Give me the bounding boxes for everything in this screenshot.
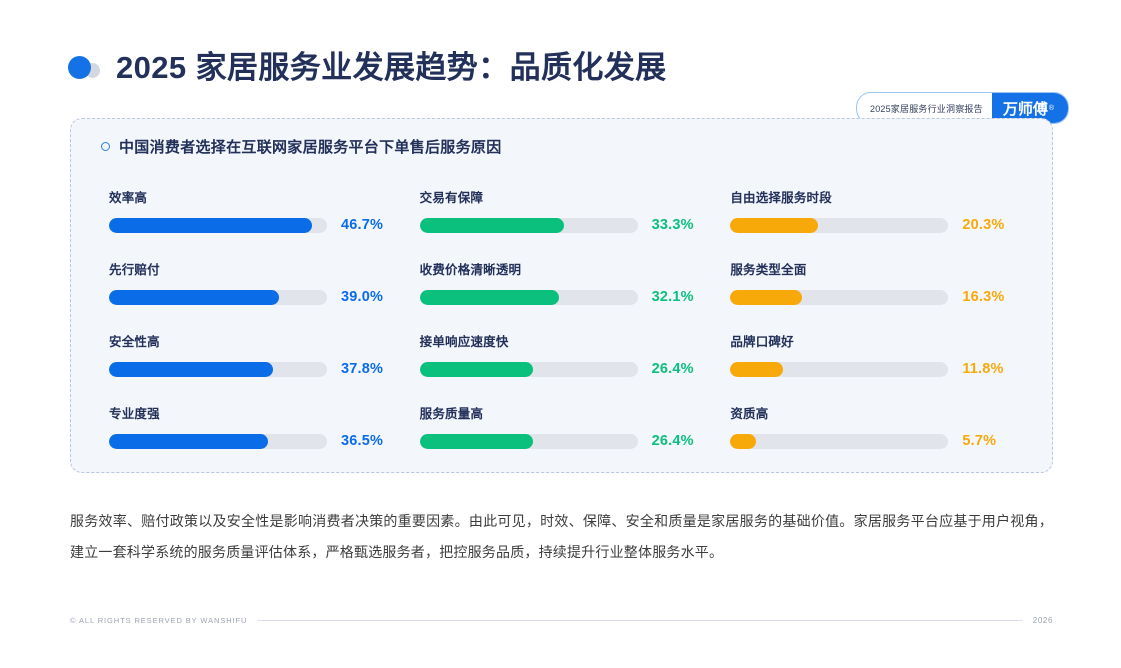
bar-value: 37.8%: [341, 361, 384, 377]
bar-value: 36.5%: [341, 433, 384, 449]
bar-track: [109, 217, 327, 233]
bar-track: [419, 433, 638, 449]
page-title: 2025 家居服务业发展趋势：品质化发展: [116, 50, 667, 85]
bar-fill: [109, 361, 273, 377]
bar-fill: [730, 217, 818, 233]
bar-label: 交易有保障: [419, 191, 484, 205]
bar-track: [109, 361, 327, 377]
bar-value: 26.4%: [651, 361, 694, 377]
bar-item: 安全性高 37.8%: [109, 331, 398, 403]
bar-row: 26.4%: [419, 361, 709, 377]
brand-report-label: 2025家居服务行业洞察报告: [869, 103, 983, 114]
bar-fill: [419, 217, 564, 233]
bar-track: [419, 361, 638, 377]
bar-item: 服务类型全面 16.3%: [730, 259, 1019, 331]
bar-fill: [730, 433, 757, 449]
bar-grid: 效率高 46.7% 交易有保障 33.3% 自由选择服务时段 20.3% 先行赔付 39.0%…: [109, 187, 1019, 475]
bar-label: 品牌口碑好: [730, 335, 794, 349]
bar-row: 33.3%: [419, 217, 709, 233]
bar-track: [109, 433, 327, 449]
bar-row: 26.4%: [419, 433, 709, 449]
bar-fill: [419, 361, 534, 377]
bar-row: 32.1%: [419, 289, 709, 305]
page-header: 2025 家居服务业发展趋势：品质化发展 2025家居服务行业洞察报告 万师傅 ®: [0, 42, 1121, 124]
bar-label: 专业度强: [109, 407, 160, 421]
chart-card-header: 中国消费者选择在互联网家居服务平台下单售后服务原因: [101, 136, 502, 157]
bar-item: 自由选择服务时段 20.3%: [730, 187, 1019, 259]
bar-row: 39.0%: [109, 289, 398, 305]
bar-fill: [730, 289, 803, 305]
bar-item: 收费价格清晰透明 32.1%: [419, 259, 709, 331]
bar-value: 33.3%: [651, 217, 694, 233]
chart-title: 中国消费者选择在互联网家居服务平台下单售后服务原因: [119, 139, 502, 156]
bar-value: 16.3%: [962, 289, 1005, 305]
bar-track: [730, 217, 949, 233]
bar-label: 资质高: [730, 407, 769, 421]
bar-fill: [109, 433, 269, 449]
bar-fill: [730, 361, 783, 377]
bar-track: [419, 217, 638, 233]
bar-track: [730, 433, 949, 449]
bar-track: [730, 289, 949, 305]
bar-label: 自由选择服务时段: [730, 191, 832, 205]
bar-item: 先行赔付 39.0%: [109, 259, 398, 331]
bar-item: 专业度强 36.5%: [109, 403, 398, 475]
bar-fill: [109, 217, 312, 233]
bar-label: 安全性高: [109, 335, 160, 349]
bar-track: [419, 289, 638, 305]
bar-fill: [419, 289, 560, 305]
bar-label: 接单响应速度快: [419, 335, 509, 349]
bar-value: 46.7%: [341, 217, 384, 233]
brand-trademark: ®: [1048, 104, 1054, 112]
bar-label: 服务质量高: [419, 407, 484, 421]
bar-label: 先行赔付: [109, 263, 160, 277]
brand-name: 万师傅: [1002, 100, 1048, 118]
bar-row: 20.3%: [730, 217, 1019, 233]
bar-item: 接单响应速度快 26.4%: [419, 331, 709, 403]
footer-page-number: 2026: [1032, 615, 1053, 625]
bar-label: 收费价格清晰透明: [419, 263, 522, 277]
page-title-wrap: 2025 家居服务业发展趋势：品质化发展: [68, 42, 667, 94]
bar-value: 11.8%: [962, 361, 1004, 377]
bar-row: 11.8%: [730, 361, 1019, 377]
bar-label: 服务类型全面: [730, 263, 807, 277]
bar-item: 品牌口碑好 11.8%: [730, 331, 1019, 403]
bar-track: [109, 289, 327, 305]
bar-fill: [109, 289, 280, 305]
summary-paragraph: 服务效率、赔付政策以及安全性是影响消费者决策的重要因素。由此可见，时效、保障、安…: [70, 513, 1053, 560]
bar-row: 36.5%: [109, 433, 398, 449]
bar-item: 交易有保障 33.3%: [419, 187, 709, 259]
bar-track: [730, 361, 949, 377]
bar-value: 20.3%: [962, 217, 1005, 233]
bar-value: 32.1%: [651, 289, 694, 305]
bar-row: 16.3%: [730, 289, 1019, 305]
bar-row: 37.8%: [109, 361, 398, 377]
bar-item: 服务质量高 26.4%: [419, 403, 709, 475]
page-footer: © ALL RIGHTS RESERVED BY WANSHIFU 2026: [70, 612, 1053, 628]
bar-row: 46.7%: [109, 217, 398, 233]
bar-value: 26.4%: [651, 433, 694, 449]
bar-value: 5.7%: [962, 433, 997, 449]
circle-bullet-icon: [68, 55, 108, 81]
chart-card: 中国消费者选择在互联网家居服务平台下单售后服务原因 效率高 46.7% 交易有保障 3…: [70, 118, 1053, 473]
bar-label: 效率高: [109, 191, 148, 205]
ring-bullet-icon: [101, 142, 110, 151]
bar-fill: [419, 433, 534, 449]
bar-item: 资质高 5.7%: [730, 403, 1019, 475]
bar-value: 39.0%: [341, 289, 384, 305]
footer-divider: [257, 619, 1023, 621]
bar-row: 5.7%: [730, 433, 1019, 449]
footer-copyright: © ALL RIGHTS RESERVED BY WANSHIFU: [70, 615, 248, 625]
bar-item: 效率高 46.7%: [109, 187, 398, 259]
